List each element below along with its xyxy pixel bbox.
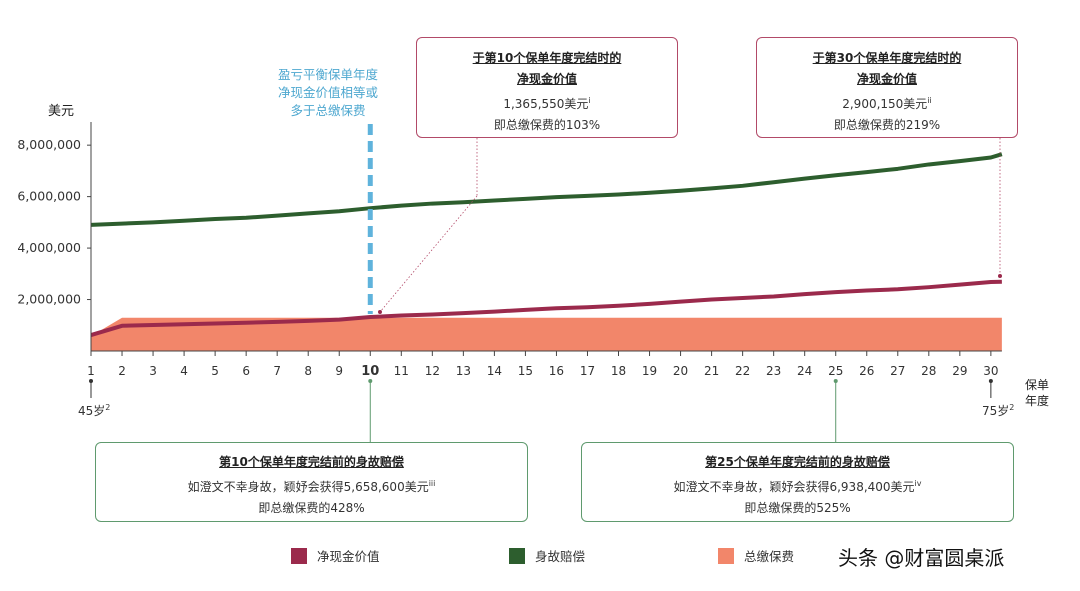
callout-year10-death-benefit: 第10个保单年度完结前的身故赔偿 如澄文不幸身故，颖妤会获得5,658,600美… [95,442,528,522]
x-tick-label: 3 [149,364,157,378]
x-tick-label: 2 [118,364,126,378]
line-cash-value [90,279,1002,337]
x-axis-label: 保单 年度 [1025,378,1050,408]
x-tick-label: 5 [211,364,219,378]
x-tick-label: 9 [335,364,343,378]
x-tick-label: 6 [242,364,250,378]
chart-lines [90,152,1003,337]
y-tick-label: 2,000,000 [17,292,81,307]
y-axis-label: 美元 [48,104,75,119]
x-tick-label: 16 [549,364,564,378]
line-death-benefit [90,152,1003,227]
callout-year10-cash-value: 于第10个保单年度完结时的 净现金价值 1,365,550美元i 即总缴保费的1… [416,37,678,138]
x-tick-label: 12 [425,364,440,378]
leader-dot-year10-benefit [368,379,373,383]
x-tick-label: 13 [456,364,471,378]
end-age-label: 75岁2 [982,403,1015,418]
area-premium [91,317,1002,351]
x-tick-label: 1 [87,364,95,378]
legend-item-cash-value: 净现金价值 [291,546,380,565]
x-tick-label: 22 [735,364,750,378]
x-tick-label: 19 [642,364,657,378]
age-marker-dot [988,379,993,383]
y-tick-label: 6,000,000 [17,189,81,204]
x-tick-label: 11 [394,364,409,378]
x-tick-label: 29 [952,364,967,378]
x-tick-label: 20 [673,364,688,378]
x-tick-label: 24 [797,364,812,378]
leader-dot-year30 [998,274,1002,278]
x-tick-label: 30 [983,364,998,378]
legend-swatch [718,547,734,564]
x-tick-label: 10 [361,364,379,379]
legend-item-death-benefit: 身故赔偿 [509,546,585,565]
callout-year30-cash-value: 于第30个保单年度完结时的 净现金价值 2,900,150美元ii 即总缴保费的… [756,37,1018,138]
x-tick-label: 25 [828,364,843,378]
age-marker-dot [89,379,93,383]
x-tick-label: 8 [304,364,312,378]
watermark: 头条 @财富圆桌派 [838,546,1005,570]
x-tick-label: 18 [611,364,626,378]
x-tick-label: 17 [580,364,595,378]
legend-item-premium: 总缴保费 [718,546,794,565]
x-tick-label: 7 [273,364,281,378]
chart-annotations [89,124,1002,442]
x-tick-label: 14 [487,364,502,378]
chart-areas [91,317,1002,351]
y-tick-label: 4,000,000 [17,240,81,255]
leader-line-year10 [379,195,478,313]
x-tick-label: 21 [704,364,719,378]
breakeven-annotation: 盈亏平衡保单年度 净现金价值相等或 多于总缴保费 [277,67,378,118]
x-tick-label: 28 [921,364,936,378]
x-tick-label: 27 [890,364,905,378]
y-tick-label: 8,000,000 [17,137,81,152]
leader-dot-year10 [378,310,382,314]
legend-swatch [509,547,525,564]
x-tick-label: 15 [518,364,533,378]
leader-dot-year25-benefit [833,379,838,383]
start-age-label: 45岁2 [78,403,111,418]
legend-swatch [291,547,307,564]
x-tick-label: 4 [180,364,188,378]
x-tick-label: 26 [859,364,874,378]
x-tick-label: 23 [766,364,781,378]
callout-year25-death-benefit: 第25个保单年度完结前的身故赔偿 如澄文不幸身故，颖妤会获得6,938,400美… [581,442,1014,522]
